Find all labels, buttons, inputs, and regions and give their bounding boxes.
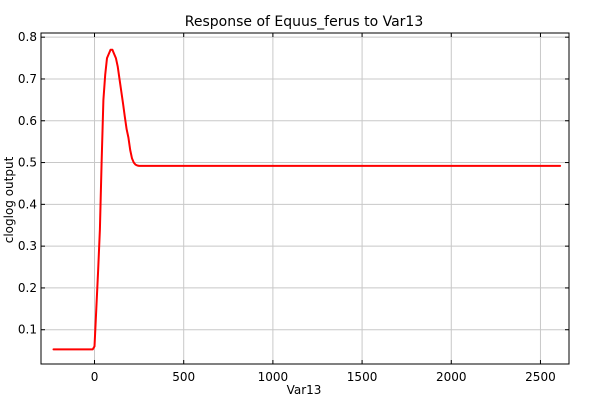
y-tick-label: 0.7 [18, 72, 37, 86]
series-layer [52, 48, 562, 351]
x-axis-label: Var13 [287, 383, 322, 397]
y-tick-label: 0.8 [18, 30, 37, 44]
x-tick-label: 0 [91, 370, 99, 384]
x-tick-label: 1500 [347, 370, 378, 384]
y-tick-label: 0.2 [18, 281, 37, 295]
x-tick-label: 1000 [258, 370, 289, 384]
tick-labels: 0 500 1000 1500 2000 2500 0.1 0.2 0.3 0.4 0.5 0.6 0.… [18, 30, 556, 384]
series-line-0 [52, 48, 562, 351]
x-tick-label: 2000 [436, 370, 467, 384]
x-tick-label: 2500 [525, 370, 556, 384]
y-axis-label: cloglog output [2, 156, 16, 243]
chart-title: Response of Equus_ferus to Var13 [185, 14, 423, 30]
y-tick-label: 0.4 [18, 197, 37, 211]
tick-marks [41, 33, 569, 364]
y-tick-label: 0.1 [18, 323, 37, 337]
y-tick-label: 0.6 [18, 114, 37, 128]
axes-frame [40, 32, 570, 365]
y-tick-label: 0.3 [18, 239, 37, 253]
grid-lines [41, 33, 569, 364]
y-tick-label: 0.5 [18, 156, 37, 170]
x-tick-label: 500 [172, 370, 195, 384]
